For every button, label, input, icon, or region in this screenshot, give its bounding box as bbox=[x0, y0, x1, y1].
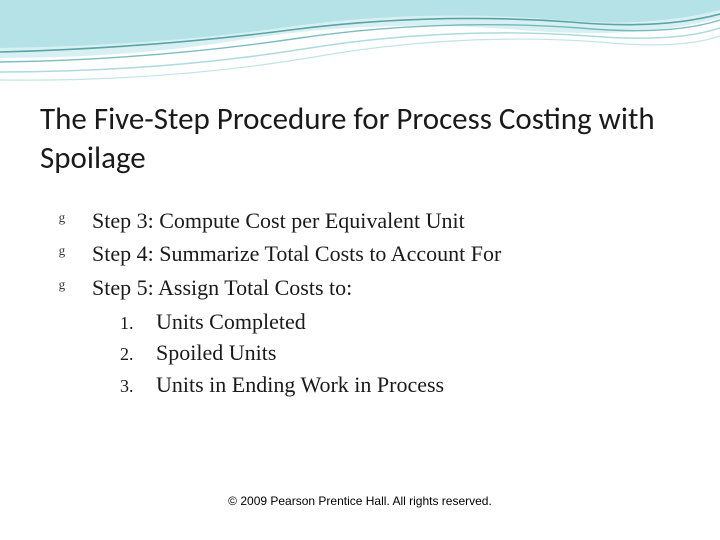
sub-text: Units Completed bbox=[156, 307, 306, 337]
sub-text: Spoiled Units bbox=[156, 338, 276, 368]
curl-bullet-icon: ᵍ bbox=[50, 273, 74, 303]
copyright-footer: © 2009 Pearson Prentice Hall. All rights… bbox=[0, 494, 720, 508]
sub-item: 2. Spoiled Units bbox=[120, 338, 680, 368]
bullet-text: Step 3: Compute Cost per Equivalent Unit bbox=[92, 206, 465, 236]
sub-number: 1. bbox=[120, 311, 138, 335]
sub-number: 3. bbox=[120, 374, 138, 398]
bullet-text: Step 5: Assign Total Costs to: bbox=[92, 273, 352, 303]
sub-item: 3. Units in Ending Work in Process bbox=[120, 370, 680, 400]
bullet-item: ᵍ Step 3: Compute Cost per Equivalent Un… bbox=[50, 206, 680, 236]
slide-title: The Five-Step Procedure for Process Cost… bbox=[40, 100, 680, 178]
main-bullet-list: ᵍ Step 3: Compute Cost per Equivalent Un… bbox=[40, 206, 680, 303]
bullet-item: ᵍ Step 5: Assign Total Costs to: bbox=[50, 273, 680, 303]
sub-text: Units in Ending Work in Process bbox=[156, 370, 444, 400]
curl-bullet-icon: ᵍ bbox=[50, 206, 74, 236]
numbered-sublist: 1. Units Completed 2. Spoiled Units 3. U… bbox=[40, 307, 680, 400]
bullet-text: Step 4: Summarize Total Costs to Account… bbox=[92, 239, 501, 269]
curl-bullet-icon: ᵍ bbox=[50, 239, 74, 269]
bullet-item: ᵍ Step 4: Summarize Total Costs to Accou… bbox=[50, 239, 680, 269]
sub-number: 2. bbox=[120, 342, 138, 366]
sub-item: 1. Units Completed bbox=[120, 307, 680, 337]
slide-content: The Five-Step Procedure for Process Cost… bbox=[0, 0, 720, 540]
